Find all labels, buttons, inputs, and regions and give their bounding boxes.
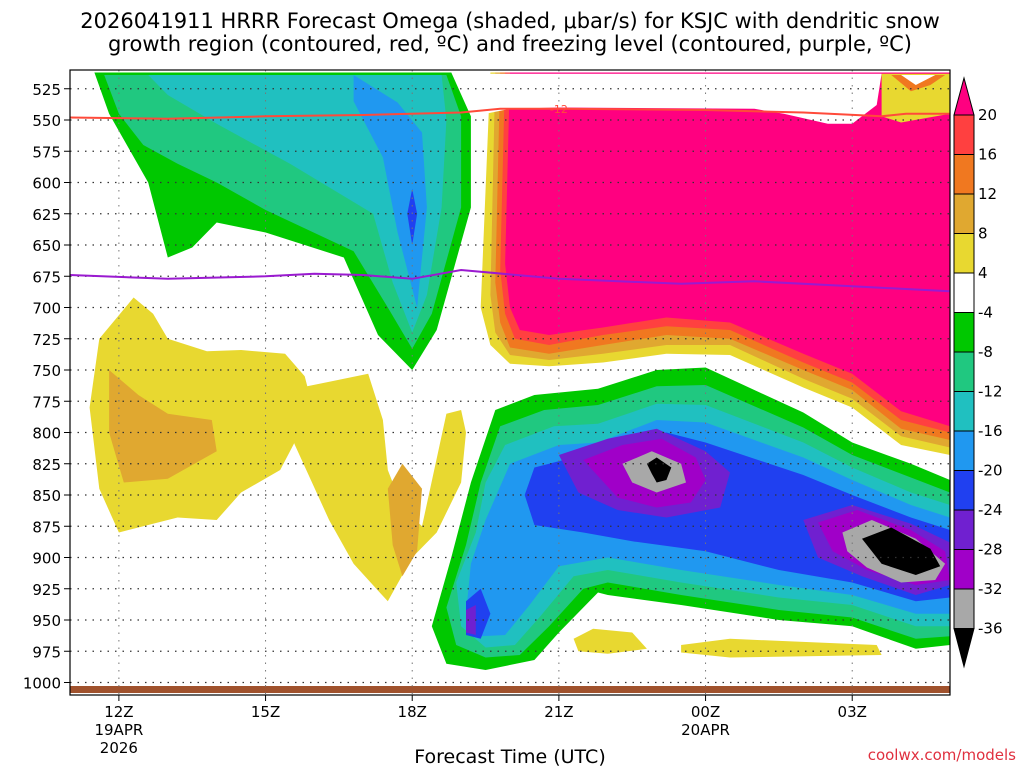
plot-area: -12 <box>69 69 951 696</box>
colorbar-label-12: -32 <box>978 580 1003 598</box>
colorbar-label-7: -12 <box>978 383 1003 401</box>
colorbar-label-5: -4 <box>978 304 993 322</box>
y-axis: 525 550 575 600 625 650 675 700 725 750 775 800 825 8… <box>23 81 70 693</box>
x-tick-label-00Z: 00Z <box>691 703 720 721</box>
contour-lines: -12 <box>69 103 951 293</box>
omega-region-13 <box>505 72 950 427</box>
colorbar-label-3: 8 <box>978 225 988 243</box>
x-axis-label: Forecast Time (UTC) <box>414 746 605 768</box>
y-tick-label-650: 650 <box>32 237 61 255</box>
x-tick-label-18Z: 18Z <box>398 703 427 721</box>
colorbar-swatch-13 <box>953 588 975 629</box>
colorbar-swatch-1 <box>953 114 975 155</box>
colorbar-swatch-12 <box>953 549 975 590</box>
y-tick-label-550: 550 <box>32 112 61 130</box>
colorbar-swatch-4 <box>953 233 975 274</box>
y-tick-label-775: 775 <box>32 393 61 411</box>
chart-title-line2: growth region (contoured, red, ºC) and f… <box>108 32 912 56</box>
credit-link[interactable]: coolwx.com/models <box>868 746 1016 764</box>
chart-title-line1: 2026041911 HRRR Forecast Omega (shaded, … <box>80 9 940 33</box>
y-tick-label-850: 850 <box>32 487 61 505</box>
y-tick-label-725: 725 <box>32 331 61 349</box>
y-tick-label-700: 700 <box>32 300 61 318</box>
colorbar-swatch-bottom <box>953 628 975 669</box>
omega-region-33 <box>573 628 647 654</box>
y-tick-label-575: 575 <box>32 143 61 161</box>
omega-region-17 <box>901 75 936 85</box>
y-tick-label-800: 800 <box>32 425 61 443</box>
plot-frame <box>69 69 951 696</box>
y-tick-label-750: 750 <box>32 362 61 380</box>
colorbar-label-13: -36 <box>978 620 1003 638</box>
colorbar-swatch-2 <box>953 154 975 195</box>
colorbar-label-1: 16 <box>978 146 997 164</box>
colorbar-swatch-10 <box>953 470 975 511</box>
omega-region-26 <box>466 605 476 635</box>
colorbar-label-11: -28 <box>978 541 1003 559</box>
omega-region-31 <box>646 457 672 483</box>
colorbar: 20 16 12 8 4 -4 -8 -12 -16 -20 -24 -28 -32 -36 <box>953 76 1003 669</box>
x-tick-label-21Z: 21Z <box>544 703 573 721</box>
colorbar-swatch-7 <box>953 351 975 392</box>
colorbar-swatch-top <box>953 76 975 116</box>
omega-region-8 <box>387 463 422 577</box>
colorbar-swatch-9 <box>953 430 975 471</box>
y-tick-label-525: 525 <box>32 81 61 99</box>
x-tick-date-00Z: 20APR <box>681 721 730 739</box>
y-tick-label-600: 600 <box>32 175 61 193</box>
x-tick-label-03Z: 03Z <box>838 703 867 721</box>
colorbar-label-10: -24 <box>978 501 1003 519</box>
colorbar-label-6: -8 <box>978 343 993 361</box>
y-tick-label-900: 900 <box>32 550 61 568</box>
colorbar-swatch-3 <box>953 193 975 234</box>
colorbar-swatch-5 <box>953 272 975 313</box>
colorbar-label-4: 4 <box>978 264 988 282</box>
x-tick-label-12Z: 12Z <box>104 703 133 721</box>
colorbar-swatch-11 <box>953 509 975 550</box>
y-tick-label-925: 925 <box>32 581 61 599</box>
omega-region-2 <box>148 75 447 333</box>
omega-shading <box>89 72 950 670</box>
y-tick-label-950: 950 <box>32 612 61 630</box>
dgz-contour-label: -12 <box>550 103 568 116</box>
y-tick-label-975: 975 <box>32 643 61 661</box>
y-tick-label-625: 625 <box>32 206 61 224</box>
x-tick-year-12Z: 2026 <box>100 739 138 757</box>
colorbar-label-0: 20 <box>978 106 997 124</box>
freezing-level-line <box>69 268 951 293</box>
x-tick-date-12Z: 19APR <box>94 721 143 739</box>
omega-region-34 <box>681 638 882 658</box>
colorbar-swatch-6 <box>953 312 975 353</box>
x-tick-label-15Z: 15Z <box>251 703 280 721</box>
dgz-contour-line <box>69 107 950 120</box>
omega-region-4 <box>407 188 418 245</box>
colorbar-swatch-8 <box>953 391 975 432</box>
y-tick-label-825: 825 <box>32 456 61 474</box>
omega-region-3 <box>353 75 427 308</box>
omega-region-15 <box>881 73 950 123</box>
colorbar-label-8: -16 <box>978 422 1003 440</box>
y-tick-label-1000: 1000 <box>23 675 61 693</box>
colorbar-label-9: -20 <box>978 462 1003 480</box>
omega-region-32 <box>862 527 941 575</box>
y-tick-label-675: 675 <box>32 268 61 286</box>
colorbar-label-2: 12 <box>978 185 997 203</box>
omega-region-7 <box>285 373 466 602</box>
ground-surface-band <box>70 686 950 693</box>
omega-region-6 <box>109 370 217 483</box>
y-tick-label-875: 875 <box>32 518 61 536</box>
